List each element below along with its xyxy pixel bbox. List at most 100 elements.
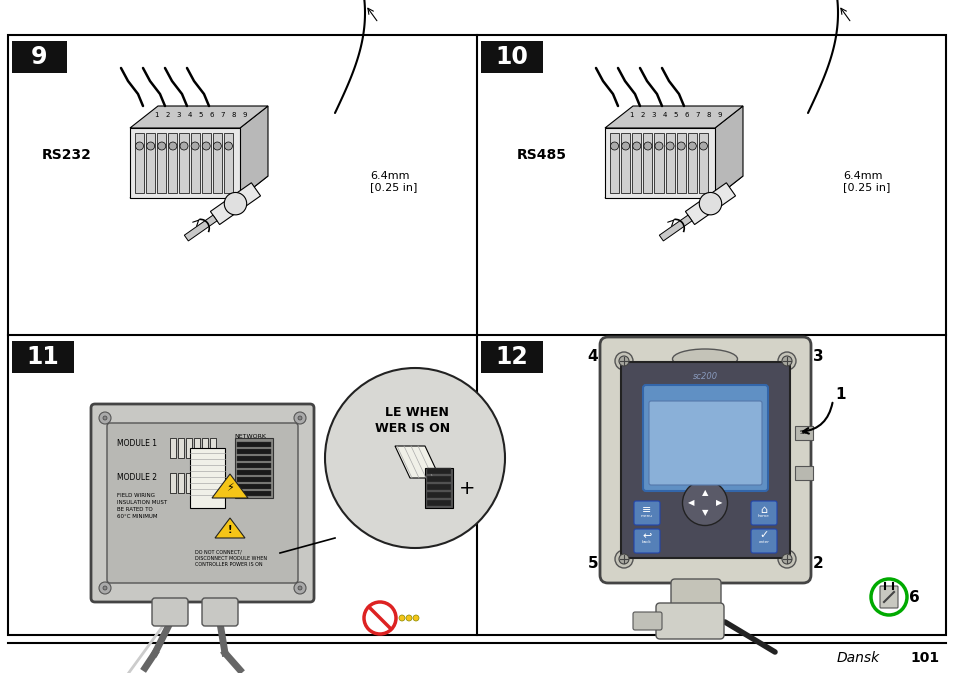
Bar (654, 133, 663, 193)
Bar (427, 500, 451, 506)
Bar (170, 473, 175, 493)
Text: 4: 4 (188, 112, 192, 118)
Text: ▲: ▲ (701, 489, 707, 497)
Text: SD: SD (800, 431, 807, 435)
Circle shape (778, 352, 795, 370)
Text: sc200: sc200 (692, 372, 717, 382)
Bar (427, 492, 451, 498)
Polygon shape (211, 183, 260, 225)
Text: ↩: ↩ (641, 530, 651, 540)
Polygon shape (604, 176, 742, 198)
Bar (427, 484, 451, 490)
Polygon shape (184, 215, 216, 241)
Circle shape (180, 142, 188, 150)
Bar (12, 41, 67, 73)
Text: MODULE 1: MODULE 1 (117, 439, 157, 448)
Text: MODULE 2: MODULE 2 (117, 474, 157, 483)
FancyBboxPatch shape (91, 404, 314, 602)
Circle shape (294, 412, 306, 424)
Text: BE RATED TO: BE RATED TO (117, 507, 152, 512)
Circle shape (610, 142, 618, 150)
Bar (210, 473, 215, 493)
Circle shape (413, 615, 418, 621)
Bar (236, 477, 271, 482)
Bar (236, 463, 271, 468)
Bar (202, 473, 208, 493)
Circle shape (699, 142, 707, 150)
Text: 7: 7 (220, 112, 225, 118)
Bar (168, 133, 177, 193)
Bar (157, 133, 166, 193)
Bar (186, 473, 192, 493)
Circle shape (325, 368, 504, 548)
Text: ▶: ▶ (715, 499, 721, 507)
Text: 1: 1 (628, 112, 633, 118)
Text: 6: 6 (684, 112, 688, 118)
Circle shape (621, 142, 629, 150)
Text: !: ! (228, 525, 232, 535)
Bar (632, 133, 640, 193)
Text: FIELD WIRING: FIELD WIRING (117, 493, 154, 498)
Text: 8: 8 (706, 112, 711, 118)
Circle shape (781, 554, 791, 564)
Text: [0.25 in]: [0.25 in] (370, 182, 416, 192)
Text: LE WHEN: LE WHEN (385, 406, 449, 419)
Text: ▼: ▼ (701, 509, 707, 518)
Circle shape (169, 142, 176, 150)
Circle shape (406, 615, 412, 621)
Bar (424, 468, 453, 508)
Circle shape (297, 586, 302, 590)
Bar (236, 491, 271, 496)
Text: 8: 8 (232, 112, 236, 118)
Ellipse shape (681, 481, 727, 526)
FancyBboxPatch shape (202, 598, 237, 626)
Circle shape (147, 142, 154, 150)
FancyBboxPatch shape (634, 529, 659, 553)
Bar (236, 456, 271, 461)
Text: 5: 5 (673, 112, 678, 118)
Text: ◀: ◀ (687, 499, 694, 507)
FancyBboxPatch shape (599, 337, 810, 583)
Text: 9: 9 (243, 112, 247, 118)
Polygon shape (395, 446, 439, 478)
Bar (12, 341, 74, 373)
Text: 6: 6 (210, 112, 213, 118)
Circle shape (615, 550, 633, 568)
Circle shape (618, 554, 628, 564)
Circle shape (665, 142, 674, 150)
Circle shape (191, 142, 199, 150)
Bar (480, 41, 542, 73)
Text: CONTROLLER POWER IS ON: CONTROLLER POWER IS ON (194, 562, 262, 567)
Bar (236, 484, 271, 489)
Text: 3: 3 (812, 349, 822, 365)
Bar (135, 133, 144, 193)
Circle shape (297, 416, 302, 420)
Circle shape (870, 579, 906, 615)
Bar (178, 438, 184, 458)
Bar (699, 133, 707, 193)
Polygon shape (130, 176, 268, 198)
Circle shape (618, 356, 628, 366)
Text: 5: 5 (198, 112, 203, 118)
Text: 11: 11 (27, 345, 59, 369)
Bar (170, 438, 175, 458)
Circle shape (398, 615, 405, 621)
Circle shape (103, 586, 107, 590)
Bar (191, 133, 199, 193)
Text: NETWORK: NETWORK (233, 433, 266, 439)
Text: 10: 10 (495, 45, 528, 69)
Text: RS485: RS485 (517, 148, 566, 162)
Bar (193, 438, 200, 458)
Text: 4: 4 (587, 349, 598, 365)
Polygon shape (130, 106, 268, 128)
Text: 2: 2 (165, 112, 170, 118)
Circle shape (103, 416, 107, 420)
Polygon shape (714, 106, 742, 198)
Text: 3: 3 (651, 112, 655, 118)
FancyBboxPatch shape (620, 362, 789, 558)
Text: 2: 2 (812, 555, 822, 571)
FancyBboxPatch shape (750, 529, 776, 553)
Text: home: home (758, 514, 769, 518)
Circle shape (99, 412, 111, 424)
Text: RS232: RS232 (42, 148, 91, 162)
